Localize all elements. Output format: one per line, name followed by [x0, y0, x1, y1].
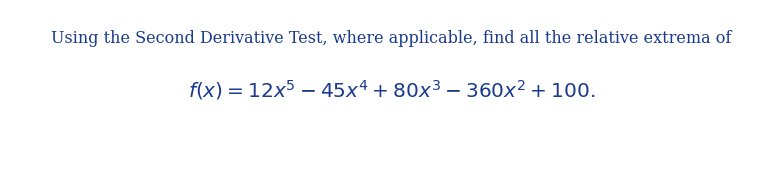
Text: Using the Second Derivative Test, where applicable, find all the relative extrem: Using the Second Derivative Test, where …: [52, 30, 731, 47]
Text: $f(x) = 12x^5 - 45x^4 + 80x^3 - 360x^2 + 100.$: $f(x) = 12x^5 - 45x^4 + 80x^3 - 360x^2 +…: [188, 78, 595, 102]
